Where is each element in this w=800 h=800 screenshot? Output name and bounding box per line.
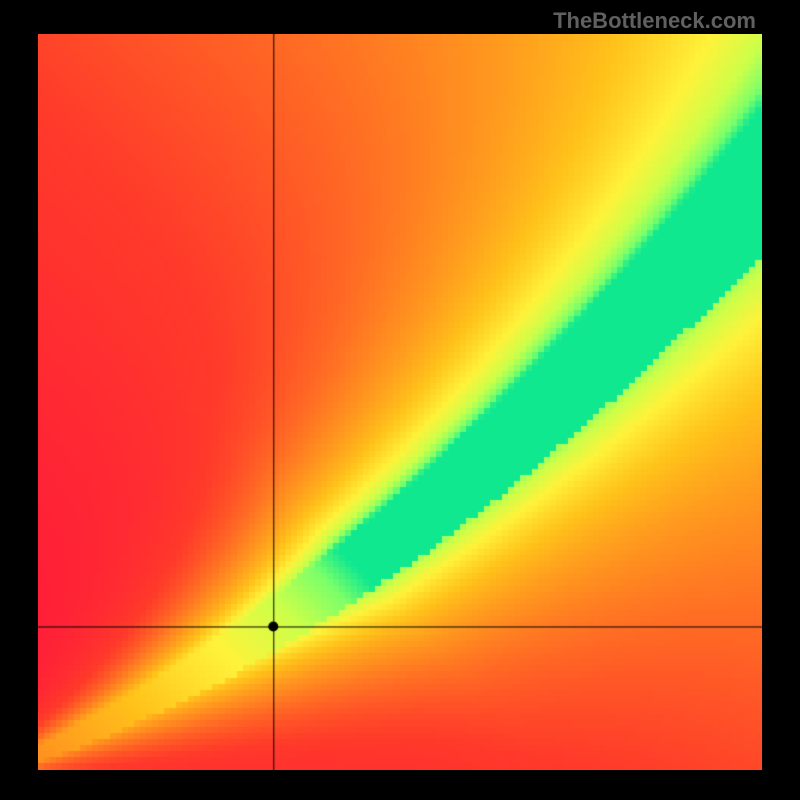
watermark-text: TheBottleneck.com xyxy=(553,8,756,34)
heatmap-canvas xyxy=(38,34,762,770)
chart-container: TheBottleneck.com xyxy=(0,0,800,800)
